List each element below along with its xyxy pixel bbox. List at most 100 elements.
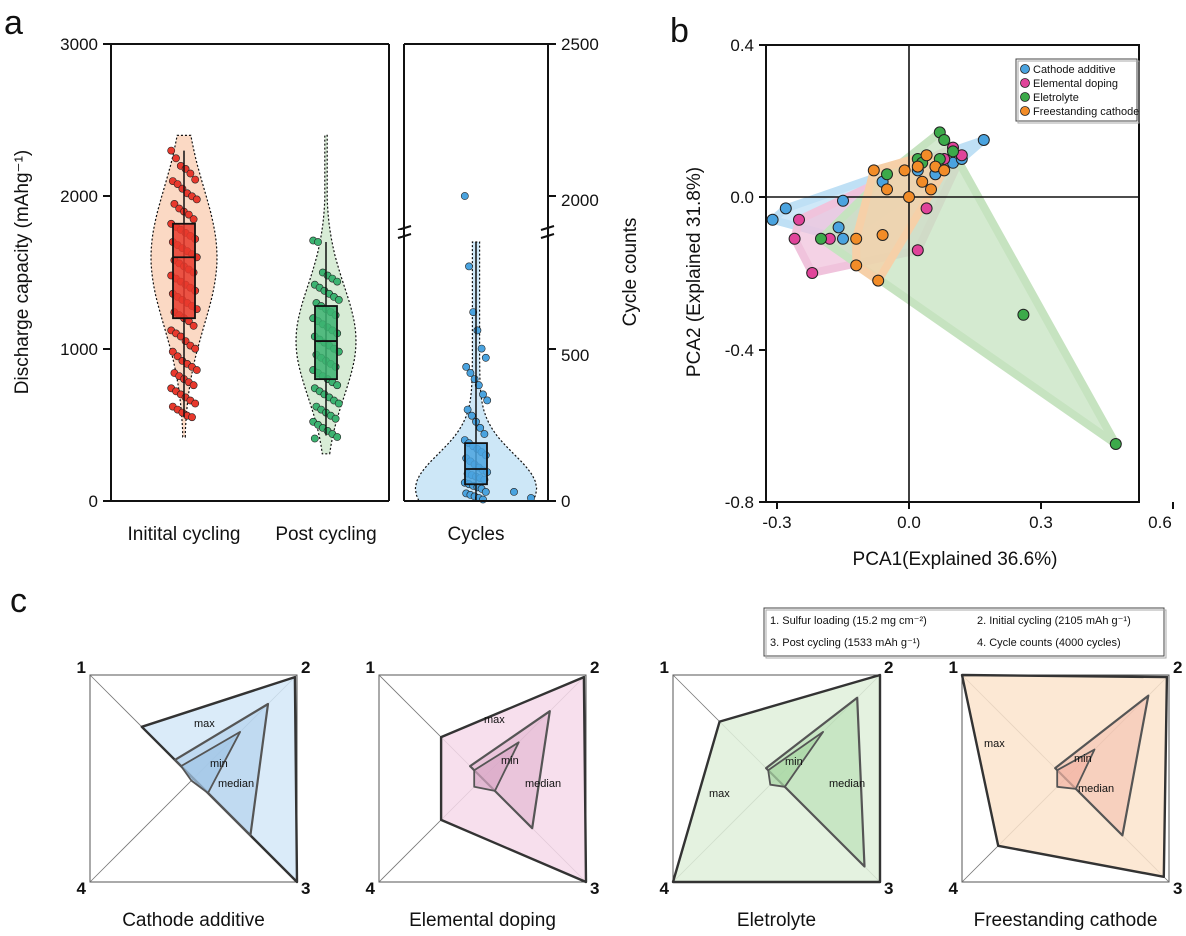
data-point (173, 352, 182, 361)
reference-lines (766, 45, 1139, 502)
legend-marker (1020, 78, 1030, 88)
data-point (331, 414, 340, 423)
radar-legend-item: 2. Initial cycling (2105 mAh g⁻¹) (977, 615, 1131, 627)
data-point (170, 199, 179, 208)
data-point (189, 381, 198, 390)
radar-max-label: max (484, 714, 505, 726)
data-point (314, 238, 322, 246)
legend-marker (1020, 92, 1030, 102)
data-point (466, 369, 475, 377)
radar-axis-number: 4 (366, 879, 376, 898)
left-y-tick-label: 2000 (60, 187, 98, 206)
left-y-tick-label: 3000 (60, 35, 98, 54)
x-axis-title: PCA1(Explained 36.6%) (853, 549, 1058, 570)
radar-min-polygon (180, 731, 242, 794)
radar-axis-number: 3 (301, 879, 310, 898)
data-point (480, 430, 489, 438)
x-tick-label: -0.3 (762, 513, 791, 532)
data-point (191, 344, 200, 353)
data-point (333, 381, 342, 390)
right-y-tick-label: 2500 (561, 35, 599, 54)
panel-a-frame (110, 43, 549, 502)
x-tick-label: 0.0 (897, 513, 921, 532)
radar-category-label: Eletrolyte (737, 910, 816, 931)
data-point (186, 169, 195, 178)
scatter-point (815, 232, 827, 245)
scatter-point (779, 202, 792, 215)
left-y-tick-label: 0 (89, 492, 98, 511)
left-y-ticks (103, 43, 556, 502)
radar-axis-number: 2 (1173, 658, 1182, 677)
data-point (481, 487, 490, 496)
legend-marker (1020, 64, 1030, 74)
scatter-point (911, 244, 924, 257)
scatter-point (837, 232, 849, 245)
radar-legend-item: 1. Sulfur loading (15.2 mg cm⁻²) (770, 615, 927, 627)
panel-b-ticks (759, 44, 1174, 509)
radar-max-label: max (194, 718, 215, 730)
scatter-point (911, 160, 924, 173)
scatter-point (872, 274, 885, 287)
radar-axis-number: 2 (884, 658, 893, 677)
legend-label: Cathode additive (1033, 64, 1116, 76)
right-y-tick-label: 500 (561, 346, 589, 365)
y-tick-label: 0.4 (730, 36, 754, 55)
radar-axis-number: 2 (301, 658, 310, 677)
panel-letter-a: a (4, 4, 23, 42)
panel-a-violin-chart: 0 1000 2000 3000 0 500 2000 2500 Dischar… (12, 35, 641, 545)
box-layer (172, 150, 488, 501)
scatter-point (916, 175, 929, 188)
scatter-point (1109, 438, 1122, 450)
data-point (463, 405, 472, 414)
radar-chart: 1 2 3 4 max median min Cathode additive (77, 658, 311, 931)
radar-legend-item: 3. Post cycling (1533 mAh g⁻¹) (770, 637, 920, 649)
data-point (184, 210, 193, 219)
radar-axis-number: 4 (77, 879, 87, 898)
scatter-point (850, 232, 863, 245)
data-point (460, 192, 469, 200)
legend-label: Elemental doping (1033, 78, 1118, 90)
scatter-point (876, 229, 889, 241)
data-point (462, 362, 471, 371)
scatter-point (881, 183, 893, 196)
scatter-point (788, 232, 801, 245)
y-tick-label: -0.8 (725, 493, 754, 512)
radar-min-label: min (210, 758, 228, 770)
scatter-point (977, 134, 990, 146)
radar-axis-number: 3 (1173, 879, 1182, 898)
panel-letter-c: c (10, 582, 27, 620)
radar-min-polygon (767, 731, 824, 788)
right-y-tick-label: 0 (561, 492, 570, 511)
radar-chart: 1 2 3 4 max median min Freestanding cathode (949, 658, 1183, 931)
data-point (479, 390, 487, 399)
y-tick-label: 0.0 (730, 188, 754, 207)
data-point (168, 347, 177, 356)
data-point (473, 326, 482, 335)
x-category-label: Initital cycling (128, 524, 241, 545)
data-point (189, 321, 198, 330)
radar-median-label: median (1078, 783, 1114, 795)
data-point (476, 423, 485, 432)
radar-median-label: median (218, 778, 254, 790)
scatter-point (920, 202, 933, 215)
box-iqr (464, 442, 488, 486)
data-point (334, 295, 343, 304)
radar-legend-item: 4. Cycle counts (4000 cycles) (977, 637, 1121, 649)
radar-axis-number: 2 (590, 658, 599, 677)
radar-chart: 1 2 3 4 max median min Elemental doping (366, 658, 600, 931)
radar-min-polygon (473, 741, 520, 792)
radar-min-polygon (1056, 748, 1096, 790)
radar-min-label: min (501, 755, 519, 767)
scatter-point (947, 145, 959, 158)
panel-c-radar-charts: 1 2 3 4 max median min Cathode additive 1 2 3 4 max m… (77, 658, 1183, 931)
x-tick-label: 0.3 (1029, 513, 1053, 532)
x-category-label: Cycles (447, 524, 504, 545)
radar-max-label: max (709, 788, 730, 800)
panel-b-pca-scatter: -0.3 0.0 0.3 0.6 0.4 0.0 -0.4 -0.8 PCA1(… (684, 36, 1174, 570)
x-tick-label: 0.6 (1148, 513, 1172, 532)
radar-axis-number: 1 (77, 658, 86, 677)
right-y-axis-title: Cycle counts (620, 218, 641, 327)
scatter-point (766, 213, 779, 226)
radar-max-label: max (984, 738, 1005, 750)
